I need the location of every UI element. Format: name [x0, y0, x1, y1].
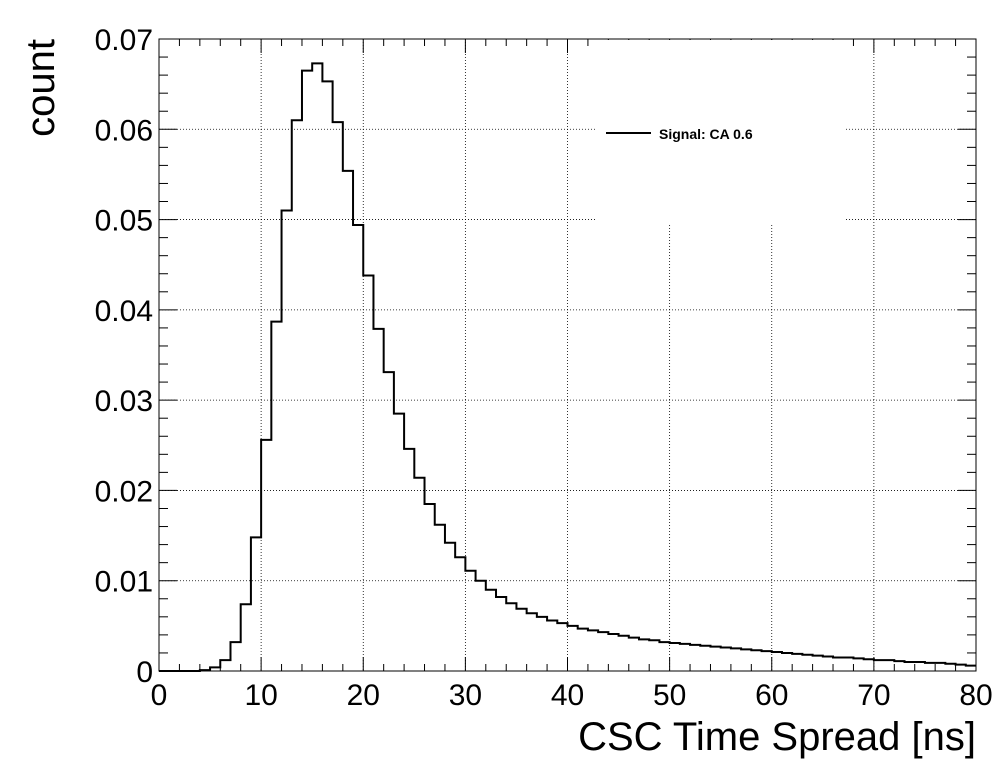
- x-tick-label: 50: [653, 679, 686, 712]
- histogram-series: [159, 62, 976, 672]
- y-tick-label: 0.06: [95, 114, 153, 147]
- grid: [159, 39, 976, 671]
- x-axis-title: CSC Time Spread [ns]: [578, 715, 976, 759]
- y-axis-title: count: [19, 39, 63, 137]
- y-tick-label: 0: [136, 656, 153, 689]
- x-tick-label: 20: [347, 679, 380, 712]
- y-tick-label: 0.05: [95, 205, 153, 238]
- histogram-step-line: [159, 62, 976, 672]
- y-tick-label: 0.04: [95, 295, 153, 328]
- y-tick-label: 0.03: [95, 385, 153, 418]
- x-tick-labels: 0 10 20 30 40 50 60 70 80: [151, 679, 993, 712]
- x-tick-label: 40: [551, 679, 584, 712]
- plot-frame: [158, 38, 977, 672]
- legend-label: Signal: CA 0.6: [659, 126, 753, 142]
- y-tick-label: 0.07: [95, 24, 153, 57]
- x-tick-label: 10: [244, 679, 277, 712]
- x-tick-label: 0: [151, 679, 168, 712]
- x-tick-label: 80: [959, 679, 992, 712]
- x-tick-label: 60: [755, 679, 788, 712]
- y-tick-labels: 0 0.01 0.02 0.03 0.04 0.05 0.06 0.07: [95, 24, 153, 689]
- y-tick-label: 0.01: [95, 566, 153, 599]
- y-tick-label: 0.02: [95, 475, 153, 508]
- x-tick-label: 70: [857, 679, 890, 712]
- x-tick-label: 30: [449, 679, 482, 712]
